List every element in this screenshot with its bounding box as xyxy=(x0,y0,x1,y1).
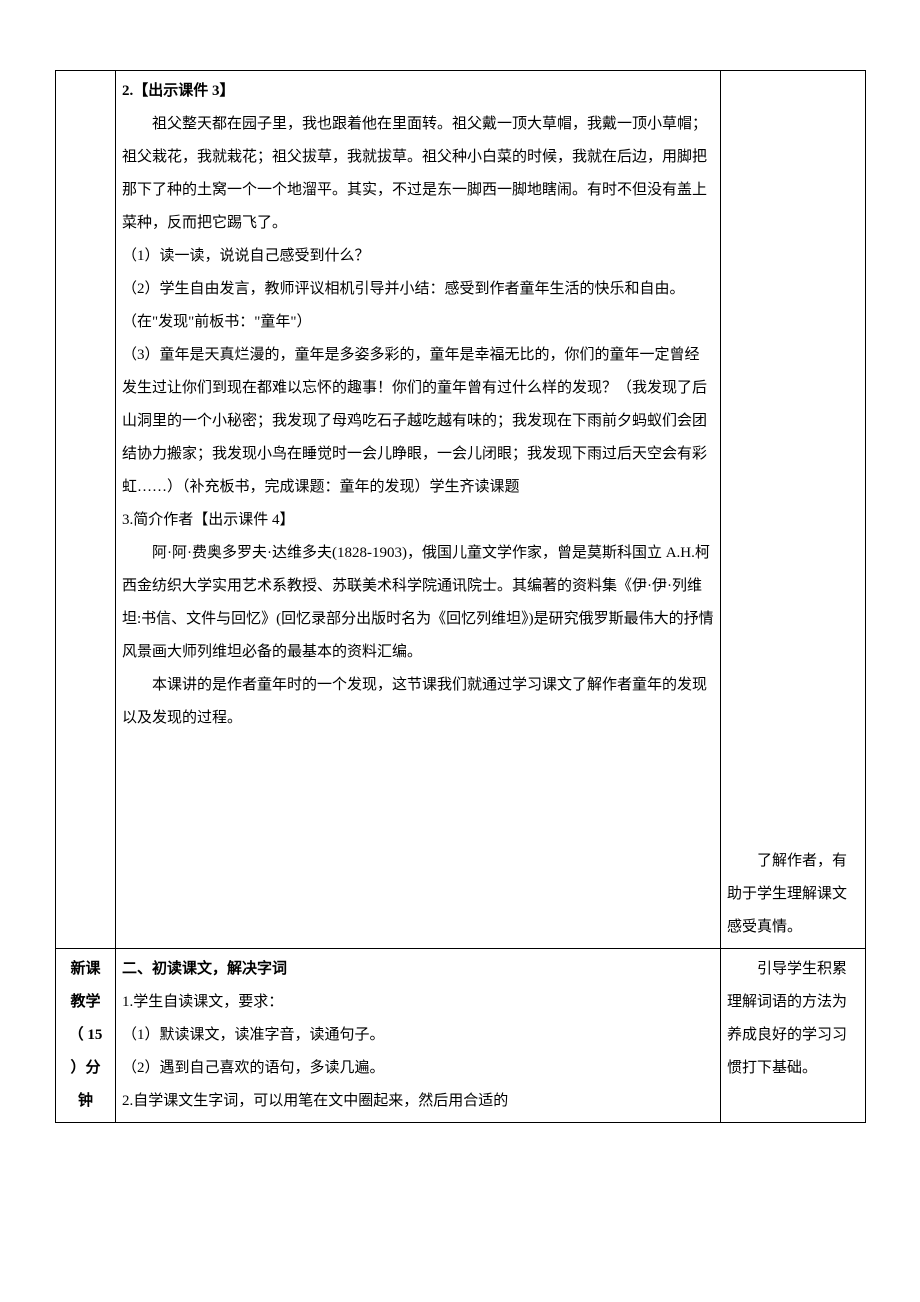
item-1: 1.学生自读课文，要求： xyxy=(122,986,714,1019)
row2-middle-cell: 二、初读课文，解决字词 1.学生自读课文，要求： （1）默读课文，读准字音，读通… xyxy=(116,949,721,1123)
row1-left-cell xyxy=(56,71,116,949)
row1-right-cell: 了解作者，有助于学生理解课文感受真情。 xyxy=(721,71,866,949)
table-row-2: 新课 教学 （ 15 ）分 钟 二、初读课文，解决字词 1.学生自读课文，要求：… xyxy=(56,949,866,1123)
question-3: （3）童年是天真烂漫的，童年是多姿多彩的，童年是幸福无比的，你们的童年一定曾经发… xyxy=(122,339,714,504)
row2-right-cell: 引导学生积累理解词语的方法为养成良好的学习习惯打下基础。 xyxy=(721,949,866,1123)
sub-item-2: （2）遇到自己喜欢的语句，多读几遍。 xyxy=(122,1052,714,1085)
row2-left-cell: 新课 教学 （ 15 ）分 钟 xyxy=(56,949,116,1123)
left-label-line1: 新课 xyxy=(62,953,109,986)
sub-item-1: （1）默读课文，读准字音，读通句子。 xyxy=(122,1019,714,1052)
question-2: （2）学生自由发言，教师评议相机引导并小结：感受到作者童年生活的快乐和自由。（在… xyxy=(122,273,714,339)
left-label-line2: 教学 xyxy=(62,986,109,1019)
item-2: 2.自学课文生字词，可以用笔在文中圈起来，然后用合适的 xyxy=(122,1085,714,1118)
left-label-line4: ）分 xyxy=(62,1052,109,1085)
row2-right-note: 引导学生积累理解词语的方法为养成良好的学习习惯打下基础。 xyxy=(727,953,859,1085)
closing-paragraph: 本课讲的是作者童年时的一个发现，这节课我们就通过学习课文了解作者童年的发现以及发… xyxy=(122,669,714,735)
row1-middle-cell: 2.【出示课件 3】 祖父整天都在园子里，我也跟着他在里面转。祖父戴一顶大草帽，… xyxy=(116,71,721,949)
grandfather-paragraph: 祖父整天都在园子里，我也跟着他在里面转。祖父戴一顶大草帽，我戴一顶小草帽；祖父栽… xyxy=(122,108,714,240)
table-row-1: 2.【出示课件 3】 祖父整天都在园子里，我也跟着他在里面转。祖父戴一顶大草帽，… xyxy=(56,71,866,949)
row1-right-note: 了解作者，有助于学生理解课文感受真情。 xyxy=(727,845,859,944)
left-label-line3: （ 15 xyxy=(62,1019,109,1052)
author-bio-paragraph: 阿·阿·费奥多罗夫·达维多夫(1828-1903)，俄国儿童文学作家，曾是莫斯科… xyxy=(122,537,714,669)
left-label-line5: 钟 xyxy=(62,1085,109,1118)
question-1: （1）读一读，说说自己感受到什么？ xyxy=(122,240,714,273)
lesson-plan-table: 2.【出示课件 3】 祖父整天都在园子里，我也跟着他在里面转。祖父戴一顶大草帽，… xyxy=(55,70,866,1123)
courseware-3-title: 2.【出示课件 3】 xyxy=(122,75,714,108)
courseware-4-title: 3.简介作者【出示课件 4】 xyxy=(122,504,714,537)
section-2-title: 二、初读课文，解决字词 xyxy=(122,953,714,986)
